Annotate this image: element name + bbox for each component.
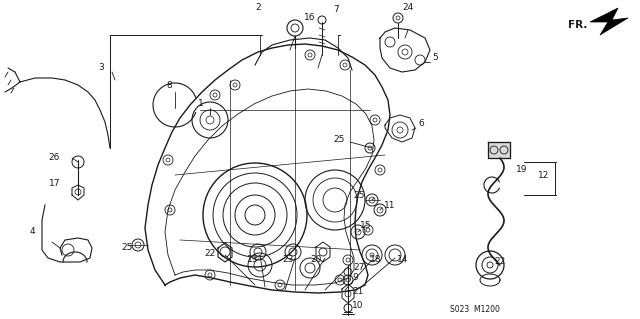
Text: 26: 26 — [49, 153, 60, 162]
Text: 12: 12 — [538, 170, 549, 180]
Polygon shape — [488, 142, 510, 158]
Text: FR.: FR. — [568, 20, 588, 30]
Text: 16: 16 — [303, 13, 315, 23]
Text: 23: 23 — [282, 256, 294, 264]
Text: 4: 4 — [29, 227, 35, 236]
Text: 7: 7 — [333, 5, 339, 14]
Text: 21: 21 — [352, 287, 364, 296]
Text: 19: 19 — [516, 166, 527, 174]
Text: 2: 2 — [255, 4, 261, 12]
Text: 25: 25 — [333, 136, 345, 145]
Text: 5: 5 — [432, 54, 438, 63]
Text: 22: 22 — [205, 249, 216, 258]
Text: 15: 15 — [360, 221, 371, 231]
Text: 10: 10 — [352, 301, 364, 310]
Text: 11: 11 — [384, 202, 396, 211]
Text: 24: 24 — [402, 4, 413, 12]
Text: 25: 25 — [354, 191, 365, 201]
Text: 17: 17 — [49, 179, 60, 188]
Text: 22: 22 — [494, 257, 505, 266]
Polygon shape — [590, 8, 628, 35]
Text: 14: 14 — [397, 256, 408, 264]
Text: 8: 8 — [166, 81, 172, 91]
Text: 13: 13 — [247, 256, 259, 264]
Text: 18: 18 — [370, 256, 381, 264]
Text: 3: 3 — [99, 63, 104, 72]
Text: 1: 1 — [198, 100, 204, 108]
Text: 6: 6 — [418, 120, 424, 129]
Text: 9: 9 — [352, 273, 358, 283]
Text: 25: 25 — [122, 243, 133, 253]
Text: S023  M1200: S023 M1200 — [450, 305, 500, 314]
Text: 20: 20 — [310, 256, 322, 264]
Text: 27: 27 — [353, 263, 364, 272]
